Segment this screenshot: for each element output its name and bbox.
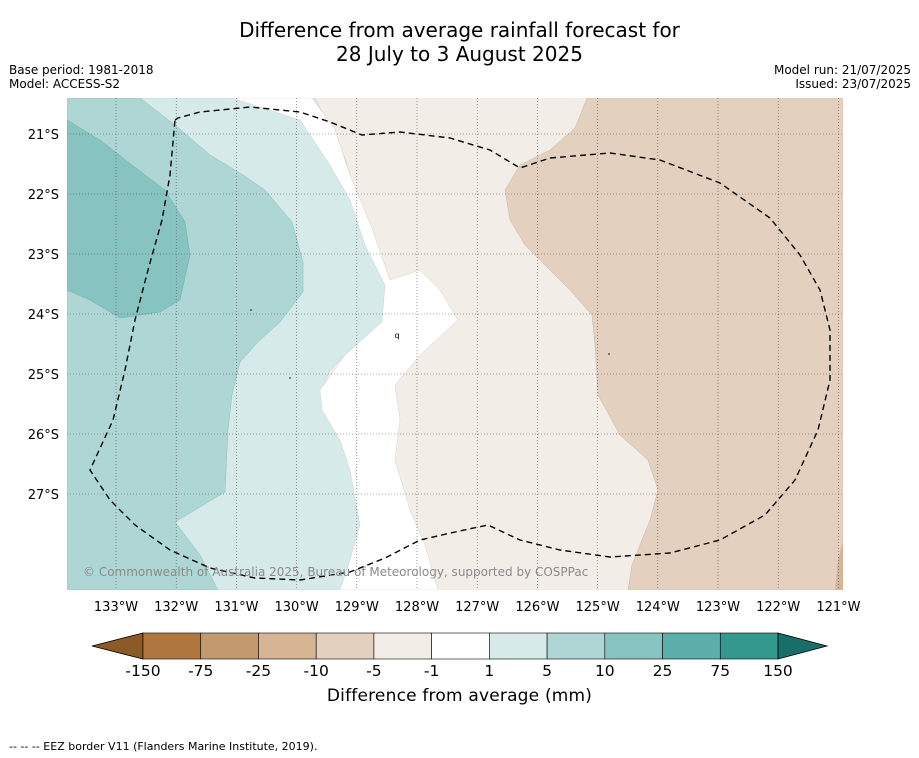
colorbar-tick-label: -1: [424, 662, 439, 680]
colorbar-segment: [604, 632, 663, 660]
colorbar-tick-label: -10: [304, 662, 329, 680]
colorbar-tick-label: -75: [188, 662, 213, 680]
longitude-label: 121°W: [816, 600, 860, 615]
colorbar-tick-label: 25: [653, 662, 673, 680]
longitude-label: 125°W: [576, 600, 620, 615]
graticule: [67, 98, 843, 590]
latitude-label: 22°S: [28, 188, 59, 203]
longitude-label: 132°W: [154, 600, 198, 615]
latitude-label: 24°S: [28, 308, 59, 323]
colorbar-tick-label: 75: [710, 662, 730, 680]
colorbar-segment: [489, 632, 548, 660]
longitude-label: 128°W: [395, 600, 439, 615]
longitude-label: 124°W: [636, 600, 680, 615]
longitude-label: 123°W: [696, 600, 740, 615]
longitude-label: 129°W: [335, 600, 379, 615]
eez-border: [89, 106, 831, 581]
longitude-label: 127°W: [455, 600, 499, 615]
latitude-labels: 21°S 22°S 23°S 24°S 25°S 26°S 27°S: [28, 128, 59, 503]
rainfall-fill-layer: [67, 98, 843, 590]
map-title: Difference from average rainfall forecas…: [0, 18, 919, 66]
colorbar-extend-max: [777, 632, 829, 660]
meta-left: Base period: 1981-2018 Model: ACCESS-S2: [9, 63, 154, 91]
longitude-label: 126°W: [515, 600, 559, 615]
colorbar-tick-label: 1: [484, 662, 494, 680]
meta-right: Model run: 21/07/2025 Issued: 23/07/2025: [774, 63, 911, 91]
small-contour-specks: q: [250, 309, 610, 379]
colorbar: -150 -75 -25 -10 -5 -1 1 5 10 25 75 150: [91, 632, 829, 680]
region-10-25: [67, 119, 191, 319]
eez-legend-footer: -- -- -- EEZ border V11 (Flanders Marine…: [9, 740, 318, 753]
copyright-notice: © Commonwealth of Australia 2025, Bureau…: [83, 565, 589, 579]
colorbar-segment: [719, 632, 779, 660]
model-run-label: Model run: 21/07/2025: [773, 63, 911, 77]
colorbar-segment: [200, 632, 259, 660]
colorbar-tick-label: 150: [763, 662, 793, 680]
latitude-label: 23°S: [28, 248, 59, 263]
base-period-label: Base period: 1981-2018: [9, 63, 154, 77]
colorbar-tick-label: 5: [542, 662, 552, 680]
colorbar-extend-min: [91, 632, 144, 660]
longitude-labels: 133°W 132°W 131°W 130°W 129°W 128°W 127°W 126°W…: [94, 600, 861, 615]
colorbar-tick-label: 10: [595, 662, 615, 680]
stray-mark: q: [394, 331, 399, 340]
latitude-label: 26°S: [28, 428, 59, 443]
colorbar-tick-label: -5: [366, 662, 381, 680]
latitude-label: 25°S: [28, 368, 59, 383]
region-minus25-minus10: [835, 540, 843, 590]
title-line-1: Difference from average rainfall forecas…: [239, 18, 680, 42]
colorbar-segment: [142, 632, 202, 660]
longitude-label: 130°W: [275, 600, 319, 615]
longitude-label: 133°W: [94, 600, 138, 615]
colorbar-segment: [258, 632, 317, 660]
colorbar-segment: [662, 632, 721, 660]
map-figure: q 21°S 22°S 23°S 24°S 25°S 26°S 27°S 133°W 132°…: [28, 98, 861, 680]
latitude-label: 27°S: [28, 488, 59, 503]
region-minus10-minus5: [504, 98, 843, 590]
colorbar-segment: [431, 632, 490, 660]
model-label: Model: ACCESS-S2: [9, 77, 121, 91]
colorbar-segment: [373, 632, 432, 660]
colorbar-segment: [546, 632, 606, 660]
colorbar-title: Difference from average (mm): [326, 686, 593, 706]
title-line-2: 28 July to 3 August 2025: [336, 42, 583, 66]
colorbar-segment: [315, 632, 375, 660]
colorbar-tick-label: -25: [246, 662, 271, 680]
region-minus1-1: [231, 98, 459, 590]
issued-label: Issued: 23/07/2025: [795, 77, 911, 91]
colorbar-tick-label: -150: [125, 662, 160, 680]
longitude-label: 122°W: [756, 600, 800, 615]
longitude-label: 131°W: [214, 600, 258, 615]
latitude-label: 21°S: [28, 128, 59, 143]
